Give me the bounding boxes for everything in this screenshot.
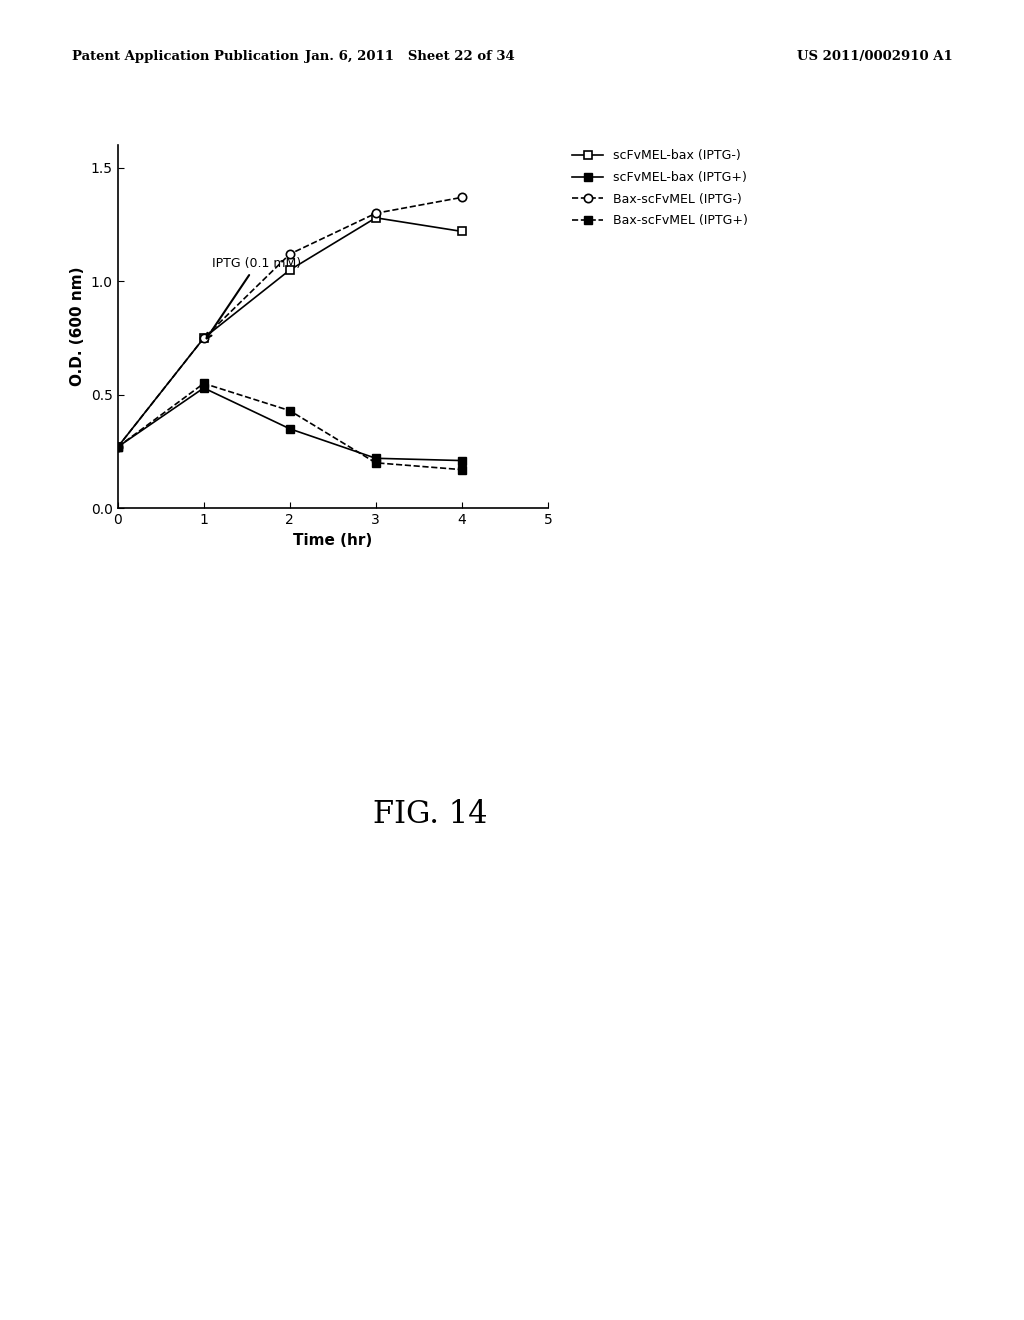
- Text: IPTG (0.1 mM): IPTG (0.1 mM): [207, 257, 301, 338]
- Legend: scFvMEL-bax (IPTG-), scFvMEL-bax (IPTG+), Bax-scFvMEL (IPTG-), Bax-scFvMEL (IPTG: scFvMEL-bax (IPTG-), scFvMEL-bax (IPTG+)…: [567, 144, 753, 232]
- Text: Jan. 6, 2011   Sheet 22 of 34: Jan. 6, 2011 Sheet 22 of 34: [305, 50, 514, 63]
- Y-axis label: O.D. (600 nm): O.D. (600 nm): [71, 267, 85, 387]
- X-axis label: Time (hr): Time (hr): [293, 532, 373, 548]
- Text: FIG. 14: FIG. 14: [373, 799, 487, 829]
- Text: Patent Application Publication: Patent Application Publication: [72, 50, 298, 63]
- Text: US 2011/0002910 A1: US 2011/0002910 A1: [797, 50, 952, 63]
